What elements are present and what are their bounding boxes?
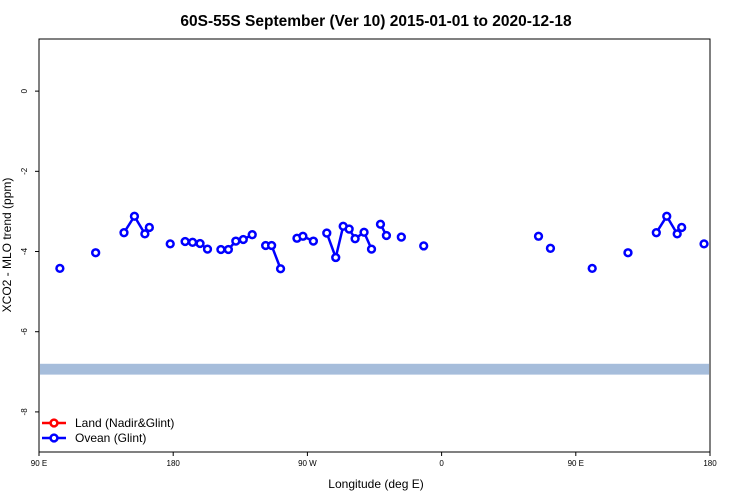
y-axis: 0 -2 -4 -6 -8: [20, 88, 39, 415]
data-point: [651, 228, 661, 238]
data-point: [140, 229, 150, 239]
x-axis-label: Longitude (deg E): [328, 477, 423, 491]
data-point: [195, 238, 205, 249]
y-tick-label: -6: [20, 328, 29, 336]
data-point: [238, 234, 248, 245]
data-point: [119, 228, 129, 238]
plot-band-layer: [40, 363, 709, 375]
y-tick-label: -2: [20, 167, 29, 175]
legend: Land (Nadir&Glint)Ovean (Glint): [42, 416, 174, 445]
data-point: [322, 228, 332, 238]
data-point: [216, 244, 226, 255]
data-point: [202, 244, 213, 254]
data-point: [359, 227, 369, 237]
data-point: [677, 222, 687, 233]
data-point: [366, 244, 377, 254]
data-point: [350, 234, 360, 244]
data-point: [623, 248, 633, 258]
data-point: [231, 236, 241, 246]
plot-series-layer: [55, 211, 709, 274]
y-tick-label: -8: [20, 408, 29, 416]
data-point: [129, 211, 140, 221]
data-point: [55, 263, 65, 274]
data-point: [587, 263, 597, 274]
x-axis: 90 E 180 90 W 0 90 E 180: [31, 452, 717, 468]
data-point: [533, 231, 544, 241]
legend-marker: [49, 433, 59, 443]
x-tick-label: 0: [439, 459, 444, 468]
y-tick-label: -4: [20, 247, 29, 255]
y-tick-label: 0: [20, 88, 29, 93]
data-point: [344, 224, 354, 234]
x-tick-label: 90 E: [568, 459, 584, 468]
data-point: [247, 230, 257, 240]
data-point: [545, 243, 556, 253]
data-point: [187, 237, 198, 247]
data-point: [144, 222, 154, 233]
data-point: [298, 231, 308, 241]
data-point: [223, 244, 234, 255]
data-point: [165, 239, 175, 249]
legend-label: Land (Nadir&Glint): [75, 416, 174, 430]
data-point: [266, 240, 277, 251]
chart-title: 60S-55S September (Ver 10) 2015-01-01 to…: [180, 13, 572, 30]
data-point: [381, 230, 392, 241]
data-point: [396, 232, 406, 242]
x-tick-label: 180: [167, 459, 181, 468]
data-point: [699, 239, 709, 249]
data-point: [662, 211, 672, 221]
legend-label: Ovean (Glint): [75, 431, 146, 445]
data-point: [331, 252, 341, 263]
data-point: [375, 219, 386, 229]
data-point: [91, 248, 101, 258]
y-axis-label: XCO2 - MLO trend (ppm): [0, 178, 14, 313]
legend-marker: [49, 418, 59, 428]
reference-band: [40, 363, 709, 375]
x-tick-label: 90 W: [298, 459, 317, 468]
data-point: [419, 241, 429, 251]
x-tick-label: 90 E: [31, 459, 47, 468]
data-point: [275, 264, 286, 274]
data-point: [672, 229, 682, 239]
data-point: [180, 236, 190, 247]
plot-frame: [38, 38, 711, 453]
data-point: [308, 236, 319, 246]
x-tick-label: 180: [703, 459, 717, 468]
